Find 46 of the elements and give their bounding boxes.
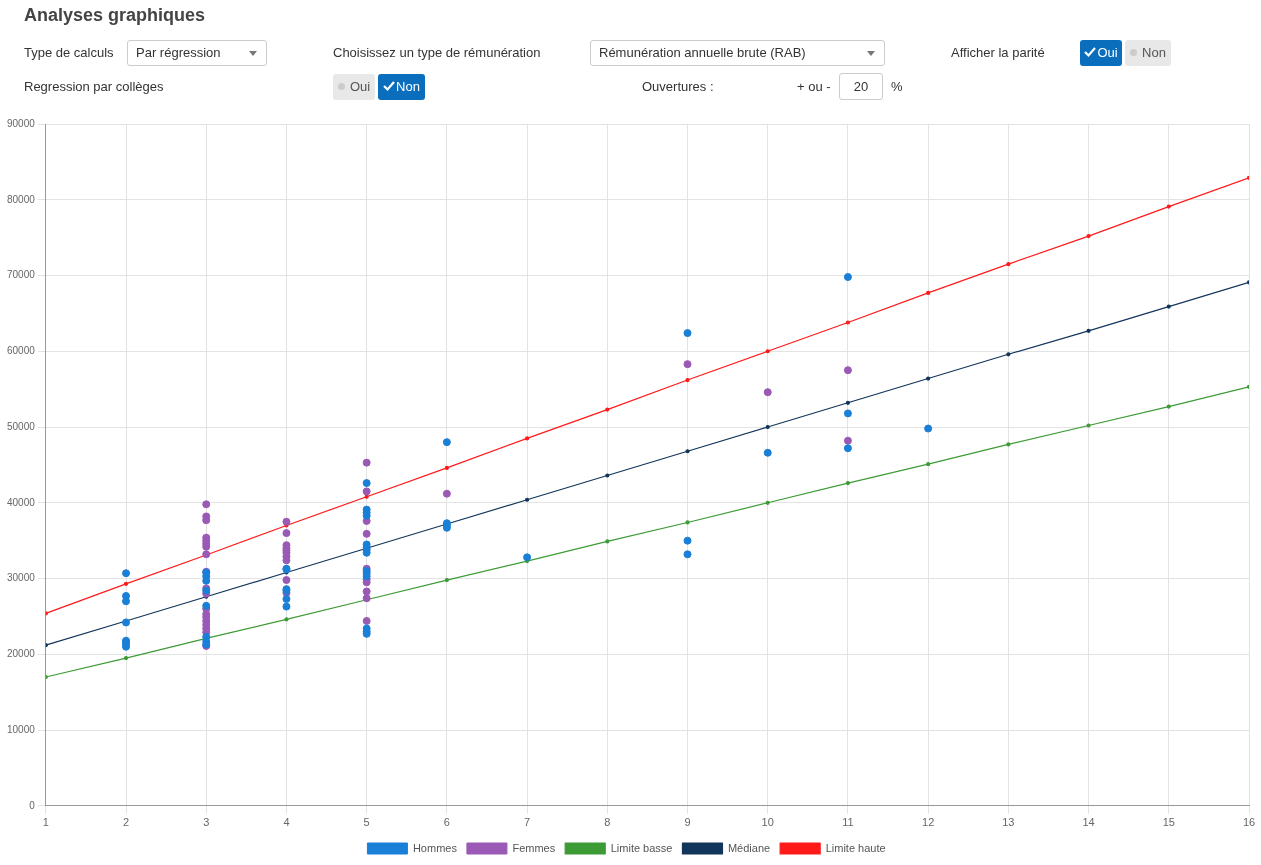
chart-title: Analyses graphiques [24,5,206,26]
text: Regression par collèges [24,79,164,94]
x-tick-label: 1 [42,816,49,829]
y-tick-label: 10000 [7,723,36,735]
x-tick-label: 10 [761,816,774,829]
text: Ouvertures : [642,79,714,94]
x-tick-label: 15 [1162,816,1175,829]
y-tick-label: 30000 [7,572,36,584]
text: Afficher la parité [951,45,1045,60]
legend-label: Médiane [727,841,771,854]
x-tick-label: 11 [842,816,854,829]
text: Oui [1097,45,1118,60]
x-tick-label: 14 [1082,816,1095,829]
y-tick-label: 50000 [7,420,36,432]
text: Non [1142,45,1166,60]
text: % [891,79,903,94]
text: Rémunération annuelle brute (RAB) [599,45,806,60]
text: Oui [349,79,371,94]
text: Non [396,79,420,94]
x-tick-label: 7 [524,816,531,829]
text: 20 [853,79,869,94]
legend-label: Femmes [512,841,556,854]
legend-label: Limite basse [610,841,673,854]
legend-label: Hommes [412,841,458,854]
text: Par régression [136,45,221,60]
x-tick-label: 13 [1002,816,1015,829]
y-tick-label: 40000 [7,496,36,508]
x-tick-label: 5 [363,816,370,829]
y-tick-label: 70000 [7,269,36,281]
y-tick-label: 0 [29,799,36,811]
text: Type de calculs [24,45,114,60]
x-tick-label: 2 [122,816,130,829]
y-tick-label: 60000 [7,345,36,357]
x-tick-label: 6 [443,816,450,829]
x-tick-label: 16 [1242,816,1256,829]
x-tick-label: 4 [283,816,290,829]
x-tick-label: 8 [604,816,611,829]
y-tick-label: 20000 [7,648,36,660]
text: + ou - [797,79,831,94]
text: Choisissez un type de rémunération [333,45,541,60]
x-tick-label: 9 [684,816,691,829]
legend-label: Limite haute [825,841,886,854]
y-tick-label: 80000 [7,193,36,205]
x-tick-label: 3 [203,816,210,829]
y-tick-label: 90000 [7,117,36,129]
x-tick-label: 12 [922,816,935,829]
